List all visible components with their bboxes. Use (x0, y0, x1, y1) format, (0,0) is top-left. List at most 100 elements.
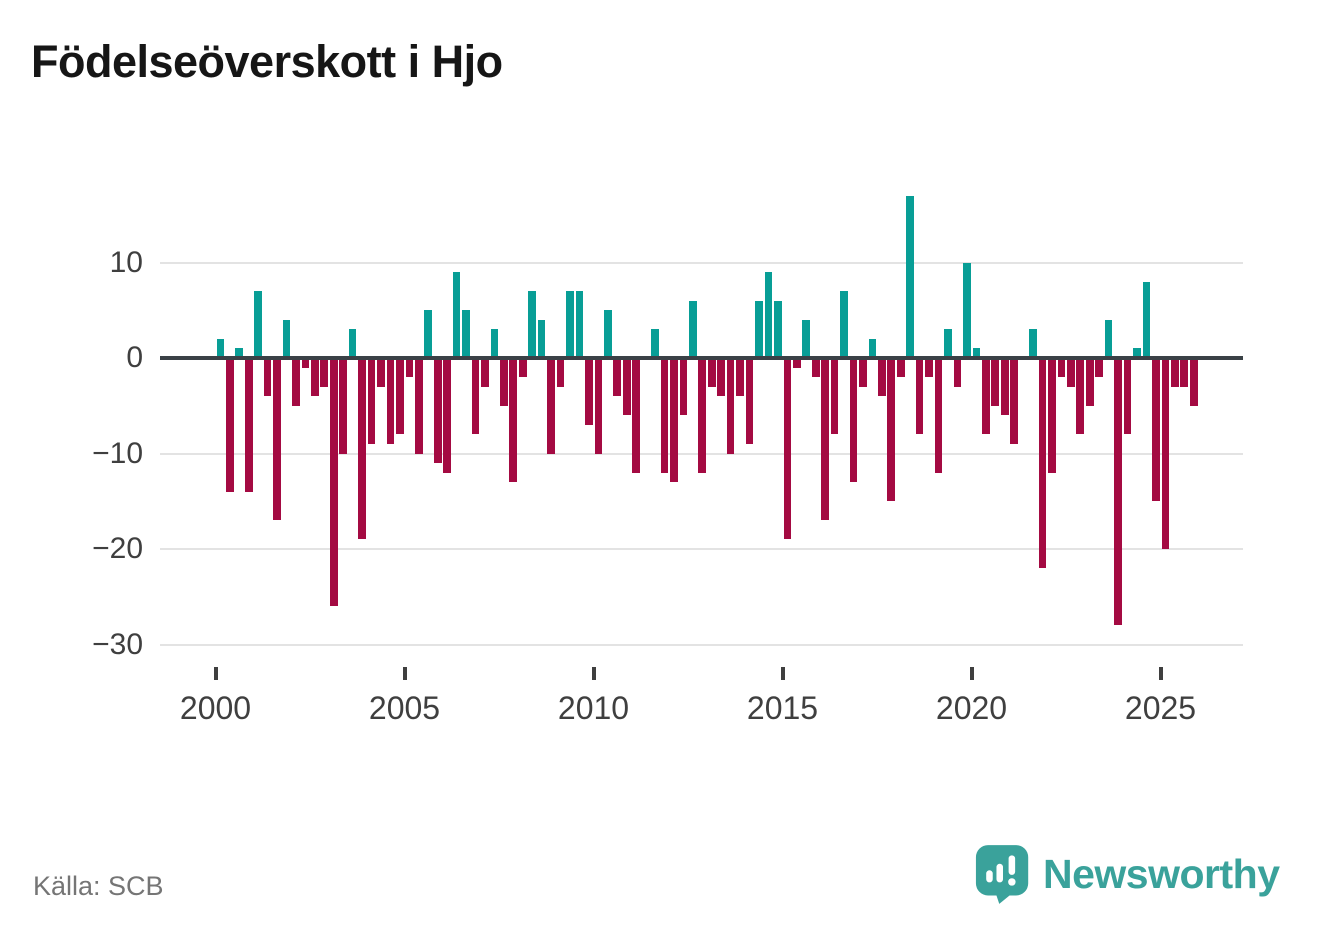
bar-2014-q2 (755, 300, 763, 358)
x-axis-label-2015: 2015 (746, 690, 819, 726)
bar-2007-q3 (500, 358, 508, 406)
bar-2005-q4 (433, 358, 442, 464)
bar-2005-q3 (424, 310, 433, 358)
bar-2024-q3 (1142, 281, 1151, 358)
bar-2024-q4 (1152, 358, 1160, 502)
bar-2009-q3 (575, 291, 584, 358)
bar-2002-q2 (301, 358, 310, 368)
bar-2015-q1 (783, 358, 792, 540)
bar-2002-q3 (311, 358, 319, 397)
bar-2016-q1 (821, 358, 829, 521)
bar-2012-q2 (679, 358, 688, 416)
bar-2003-q3 (348, 329, 357, 358)
x-axis-tick-2000 (213, 667, 218, 680)
bar-2010-q4 (622, 358, 631, 416)
bar-2000-q1 (216, 338, 225, 358)
bar-2017-q2 (868, 338, 877, 358)
bar-2014-q1 (745, 358, 754, 444)
bar-2025-q1 (1161, 358, 1170, 549)
bar-2010-q2 (603, 310, 612, 358)
bar-2015-q2 (792, 358, 801, 368)
bar-2000-q4 (244, 358, 253, 492)
bar-2015-q3 (802, 319, 811, 358)
bar-2004-q1 (367, 358, 376, 444)
bar-2015-q4 (811, 358, 820, 378)
bar-2001-q2 (263, 358, 272, 397)
bar-2008-q4 (547, 358, 555, 454)
bar-2004-q4 (396, 358, 404, 435)
bar-2025-q3 (1180, 358, 1189, 387)
bar-2007-q2 (490, 329, 499, 358)
bar-2007-q1 (481, 358, 489, 387)
bar-2003-q2 (339, 358, 348, 454)
bar-2023-q2 (1095, 358, 1104, 378)
bar-2017-q3 (878, 358, 886, 397)
bar-2002-q1 (292, 358, 300, 406)
bar-2001-q3 (273, 358, 281, 521)
bar-2001-q4 (282, 319, 291, 358)
gridline--30 (160, 643, 1243, 646)
bar-2011-q3 (651, 329, 659, 358)
bar-2020-q2 (981, 358, 990, 435)
x-axis-label-2000: 2000 (179, 690, 252, 726)
bar-2025-q2 (1170, 358, 1179, 387)
chart-title: Födelseöverskott i Hjo (31, 36, 503, 87)
bar-2022-q2 (1057, 358, 1066, 378)
bar-2009-q2 (566, 291, 574, 358)
bar-2000-q2 (225, 358, 234, 492)
bar-2002-q4 (320, 358, 329, 387)
bar-2004-q3 (386, 358, 395, 444)
bar-2019-q3 (953, 358, 962, 387)
bar-2020-q4 (1000, 358, 1009, 416)
y-axis-label--20: −20 (92, 532, 143, 565)
x-axis-label-2005: 2005 (368, 690, 441, 726)
bar-2018-q4 (925, 358, 933, 378)
bar-2019-q1 (934, 358, 943, 473)
newsworthy-logo-icon (975, 845, 1029, 904)
bar-2005-q2 (414, 358, 423, 454)
x-axis-tick-2015 (780, 667, 785, 680)
bar-2012-q4 (698, 358, 707, 473)
bar-2001-q1 (254, 291, 262, 358)
bar-2018-q3 (915, 358, 924, 435)
x-axis-tick-2020 (969, 667, 974, 680)
bar-2016-q3 (840, 291, 848, 358)
bar-2008-q2 (528, 291, 537, 358)
bar-2000-q3 (235, 348, 244, 358)
x-axis-tick-2010 (591, 667, 596, 680)
x-axis-label-2025: 2025 (1124, 690, 1197, 726)
bar-2022-q1 (1048, 358, 1056, 473)
bar-2020-q3 (991, 358, 1000, 406)
gridline--20 (160, 548, 1243, 550)
bar-2024-q2 (1133, 348, 1141, 358)
bar-2003-q1 (329, 358, 338, 607)
y-axis-label-0: 0 (126, 341, 143, 374)
bar-2022-q4 (1076, 358, 1085, 435)
bar-2013-q1 (707, 358, 716, 387)
bar-2013-q3 (726, 358, 735, 454)
source-label: Källa: SCB (33, 871, 164, 901)
bar-2021-q3 (1029, 329, 1037, 358)
x-axis-zero-line (160, 356, 1243, 360)
bar-2013-q2 (717, 358, 726, 397)
bar-2023-q3 (1104, 319, 1113, 358)
bar-2023-q1 (1085, 358, 1094, 406)
gridline-10 (160, 261, 1243, 264)
bar-2014-q4 (774, 300, 782, 358)
bar-2017-q4 (887, 358, 896, 502)
bar-2012-q1 (670, 358, 678, 483)
y-axis-label--30: −30 (92, 627, 143, 661)
y-axis-label--10: −10 (92, 436, 143, 470)
bar-2006-q3 (462, 310, 470, 358)
x-axis-label-2010: 2010 (557, 690, 630, 726)
bar-2008-q1 (518, 358, 527, 378)
bar-2010-q3 (613, 358, 622, 397)
bar-2005-q1 (405, 358, 414, 378)
bar-2003-q4 (358, 358, 366, 540)
newsworthy-logo[interactable]: Newsworthy (975, 844, 1280, 904)
bar-2025-q4 (1189, 358, 1198, 406)
bar-2006-q1 (443, 358, 451, 473)
bar-2009-q1 (556, 358, 565, 387)
bar-2021-q4 (1038, 358, 1047, 569)
